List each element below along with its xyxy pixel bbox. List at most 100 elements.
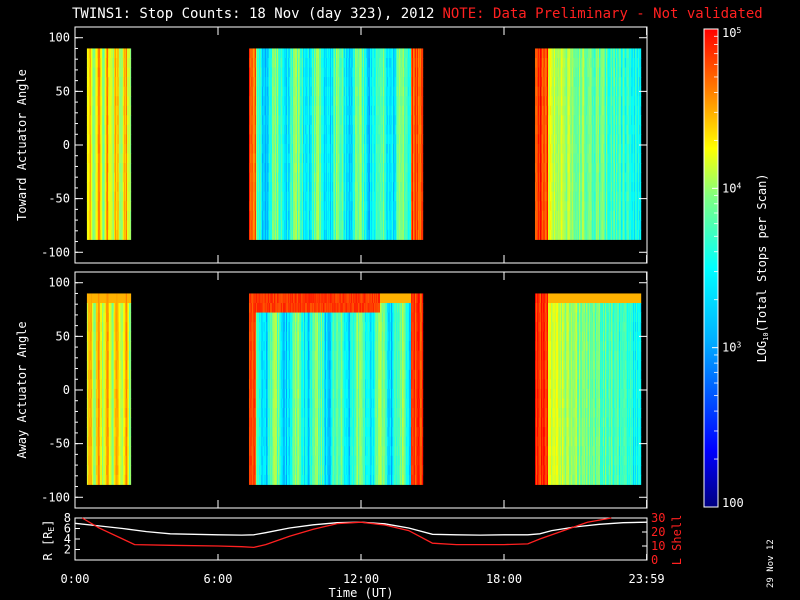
heatmap-cell [535,124,538,135]
heatmap-cell [253,58,256,69]
heatmap-cell [412,220,415,231]
heatmap-cell [286,201,289,212]
heatmap-cell [320,67,323,78]
heatmap-cell [127,191,130,202]
heatmap-cell [410,115,413,126]
heatmap-cell [416,201,419,212]
heatmap-cell [250,124,253,135]
heatmap-cell [253,48,256,59]
heatmap-cell [555,105,558,116]
heatmap-cell [93,153,96,164]
heatmap-cell [337,191,340,202]
heatmap-cell [415,67,418,78]
heatmap-cell [333,163,336,174]
heatmap-cell [304,105,307,116]
heatmap-cell [326,58,329,69]
heatmap-cell [401,153,404,164]
heatmap-cell [351,220,354,231]
heatmap-cell [274,96,277,107]
heatmap-cell [118,163,121,174]
heatmap-cell [557,210,560,221]
heatmap-cell [415,86,418,97]
heatmap-cell [296,58,299,69]
heatmap-cell [259,163,262,174]
heatmap-cell [564,210,567,221]
heatmap-cell [329,96,332,107]
heatmap-cell [93,191,96,202]
heatmap-cell [378,210,381,221]
heatmap-cell [414,229,417,240]
heatmap-cell [282,182,285,193]
heatmap-cell [97,58,100,69]
heatmap-cell [357,210,360,221]
heatmap-cell [312,96,315,107]
heatmap-cell [354,48,357,59]
heatmap-cell [293,201,296,212]
heatmap-cell [121,124,124,135]
heatmap-cell [298,58,301,69]
heatmap-cell [302,124,305,135]
heatmap-cell [286,153,289,164]
heatmap-cell [350,134,353,145]
heatmap-cell [391,201,394,212]
heatmap-cell [273,96,276,107]
heatmap-cell [363,86,366,97]
heatmap-cell [406,172,409,183]
heatmap-cell [116,86,119,97]
heatmap-cell [358,77,361,88]
heatmap-cell [565,172,568,183]
heatmap-cell [248,115,251,126]
heatmap-cell [400,77,403,88]
heatmap-cell [129,105,132,116]
heatmap-cell [102,172,105,183]
heatmap-cell [117,163,120,174]
heatmap-cell [263,124,266,135]
heatmap-cell [558,172,561,183]
heatmap-cell [355,124,358,135]
heatmap-cell [564,77,567,88]
heatmap-cell [553,172,556,183]
heatmap-cell [377,58,380,69]
heatmap-cell [335,201,338,212]
heatmap-cell [396,210,399,221]
heatmap-cell [336,143,339,154]
heatmap-cell [558,67,561,78]
heatmap-cell [557,96,560,107]
heatmap-cell [267,58,270,69]
heatmap-cell [333,67,336,78]
heatmap-cell [105,134,108,145]
heatmap-cell [264,77,267,88]
heatmap-cell [562,48,565,59]
heatmap-cell [323,143,326,154]
heatmap-cell [330,77,333,88]
heatmap-cell [399,67,402,78]
heatmap-cell [277,182,280,193]
heatmap-cell [87,191,90,202]
heatmap-cell [371,143,374,154]
heatmap-cell [564,191,567,202]
heatmap-cell [392,172,395,183]
heatmap-cell [339,163,342,174]
heatmap-cell [118,201,121,212]
heatmap-cell [124,58,127,69]
heatmap-cell [294,96,297,107]
heatmap-cell [96,143,99,154]
heatmap-cell [370,172,373,183]
heatmap-cell [541,163,544,174]
heatmap-cell [268,153,271,164]
heatmap-cell [386,153,389,164]
heatmap-cell [280,201,283,212]
heatmap-cell [338,220,341,231]
heatmap-cell [415,220,418,231]
heatmap-cell [97,105,100,116]
heatmap-cell [412,182,415,193]
heatmap-cell [124,124,127,135]
heatmap-cell [302,153,305,164]
heatmap-cell [545,67,548,78]
heatmap-cell [409,58,412,69]
heatmap-cell [419,134,422,145]
heatmap-cell [288,124,291,135]
heatmap-cell [337,48,340,59]
heatmap-cell [255,134,258,145]
heatmap-cell [105,182,108,193]
